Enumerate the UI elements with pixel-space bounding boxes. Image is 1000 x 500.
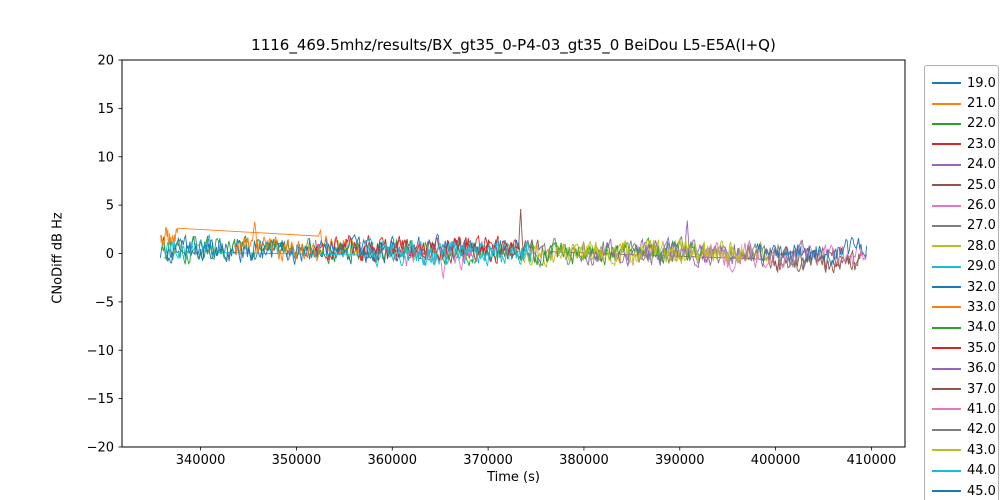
x-tick-label: 360000	[367, 453, 417, 468]
legend-item: 41.0	[932, 399, 998, 419]
y-tick-label: 15	[97, 102, 114, 117]
legend-line-swatch	[932, 367, 961, 370]
series-line-45.0	[756, 236, 868, 266]
legend-item: 25.0	[932, 175, 998, 195]
legend-item-label: 23.0	[967, 136, 996, 152]
legend-item-label: 28.0	[967, 238, 996, 254]
legend-item: 43.0	[932, 440, 998, 460]
legend-item: 45.0	[932, 481, 998, 500]
legend-item: 24.0	[932, 155, 998, 175]
legend-line-swatch	[932, 428, 961, 431]
plot-title: 1116_469.5mhz/results/BX_gt35_0-P4-03_gt…	[251, 36, 776, 54]
legend-item-label: 29.0	[967, 259, 996, 275]
legend-line-swatch	[932, 245, 961, 248]
legend-item-label: 33.0	[967, 299, 996, 315]
series-line-27.0	[521, 236, 810, 269]
legend-item: 22.0	[932, 114, 998, 134]
axis-spine	[121, 59, 906, 448]
legend-item-label: 45.0	[967, 483, 996, 499]
series-group	[159, 208, 868, 279]
x-axis-label: Time (s)	[487, 470, 540, 485]
legend-line-swatch	[932, 143, 961, 146]
legend-line-swatch	[932, 306, 961, 309]
legend-item: 36.0	[932, 358, 998, 378]
legend-line-swatch	[932, 102, 961, 105]
legend-item-label: 32.0	[967, 279, 996, 295]
legend-item-label: 25.0	[967, 177, 996, 193]
legend-item-label: 43.0	[967, 442, 996, 458]
legend-line-swatch	[932, 163, 961, 166]
x-tick-label: 390000	[655, 453, 705, 468]
y-tick-label: −5	[95, 295, 114, 310]
y-tick-label: 5	[106, 199, 114, 214]
legend-item: 27.0	[932, 216, 998, 236]
legend-item: 19.0	[932, 73, 998, 93]
series-line-34.0	[530, 237, 705, 267]
legend-item-label: 42.0	[967, 422, 996, 438]
x-tick-label: 370000	[463, 453, 513, 468]
series-line-23.0	[315, 234, 532, 263]
legend-line-swatch	[932, 408, 961, 411]
legend-item-label: 44.0	[967, 463, 996, 479]
legend-item-label: 36.0	[967, 361, 996, 377]
legend-item: 28.0	[932, 236, 998, 256]
legend-item-label: 19.0	[967, 75, 996, 91]
series-line-28.0	[524, 237, 772, 268]
legend-line-swatch	[932, 184, 961, 187]
series-line-43.0	[554, 239, 743, 267]
series-line-32.0	[166, 233, 398, 265]
series-line-42.0	[741, 243, 810, 272]
legend-item: 26.0	[932, 195, 998, 215]
series-line-44.0	[367, 240, 532, 268]
legend-item-label: 41.0	[967, 401, 996, 417]
legend-item: 44.0	[932, 460, 998, 480]
legend-item: 37.0	[932, 379, 998, 399]
legend-line-swatch	[932, 224, 961, 227]
legend-item-label: 24.0	[967, 157, 996, 173]
legend-item-label: 21.0	[967, 96, 996, 112]
x-tick-label: 410000	[847, 453, 897, 468]
legend-item: 29.0	[932, 257, 998, 277]
x-tick-label: 340000	[176, 453, 226, 468]
x-tick-label: 350000	[272, 453, 322, 468]
legend-line-swatch	[932, 490, 961, 492]
legend-line-swatch	[932, 204, 961, 207]
legend-item: 35.0	[932, 338, 998, 358]
y-tick-label: −15	[87, 392, 114, 407]
x-tick-label: 400000	[751, 453, 801, 468]
legend-item-label: 34.0	[967, 320, 996, 336]
legend-line-swatch	[932, 388, 961, 391]
legend-item: 34.0	[932, 318, 998, 338]
legend-line-swatch	[932, 326, 961, 329]
legend-line-swatch	[932, 122, 961, 125]
legend-item: 23.0	[932, 134, 998, 154]
y-tick-label: 10	[97, 150, 114, 165]
legend-item-label: 37.0	[967, 381, 996, 397]
legend-item-label: 26.0	[967, 198, 996, 214]
legend-item-label: 27.0	[967, 218, 996, 234]
legend: 19.0 21.0 22.0 23.0 24.0 25.0 26.0 27.0 28.0 29.0…	[924, 65, 999, 500]
legend-item-label: 22.0	[967, 116, 996, 132]
legend-line-swatch	[932, 265, 961, 268]
legend-line-swatch	[932, 347, 961, 350]
legend-item: 33.0	[932, 297, 998, 317]
y-tick-label: −20	[87, 441, 114, 456]
legend-item-label: 35.0	[967, 340, 996, 356]
series-line-21.0	[159, 226, 362, 258]
legend-line-swatch	[932, 286, 961, 289]
series-line-33.0	[233, 221, 321, 263]
y-tick-label: −10	[87, 344, 114, 359]
legend-item: 21.0	[932, 93, 998, 113]
legend-item: 42.0	[932, 420, 998, 440]
legend-item: 32.0	[932, 277, 998, 297]
legend-line-swatch	[932, 469, 961, 472]
legend-line-swatch	[932, 82, 961, 85]
x-tick-label: 380000	[559, 453, 609, 468]
y-tick-label: 20	[97, 54, 114, 69]
y-tick-label: 0	[106, 247, 114, 262]
legend-line-swatch	[932, 449, 961, 452]
